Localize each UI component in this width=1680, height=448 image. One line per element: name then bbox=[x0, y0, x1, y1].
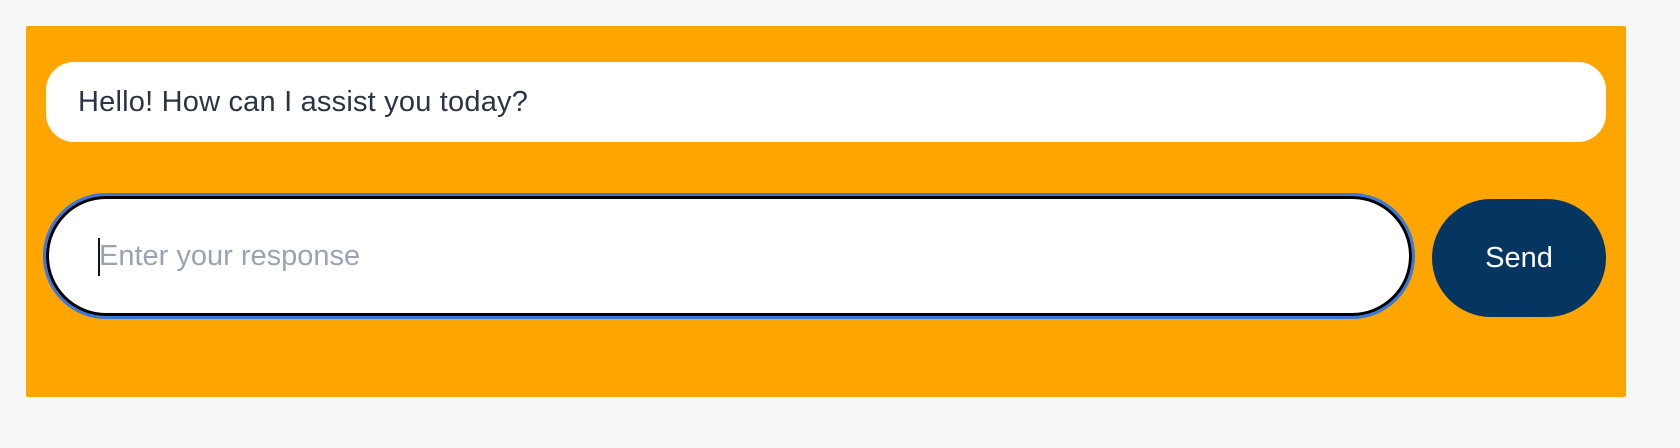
response-input[interactable] bbox=[43, 193, 1415, 319]
send-button[interactable]: Send bbox=[1432, 199, 1606, 317]
text-caret bbox=[98, 238, 100, 276]
composer-row: Send bbox=[43, 193, 1606, 319]
assistant-message-bubble: Hello! How can I assist you today? bbox=[46, 62, 1606, 142]
assistant-message-text: Hello! How can I assist you today? bbox=[78, 85, 529, 118]
chat-panel: Hello! How can I assist you today? Send bbox=[26, 26, 1626, 397]
